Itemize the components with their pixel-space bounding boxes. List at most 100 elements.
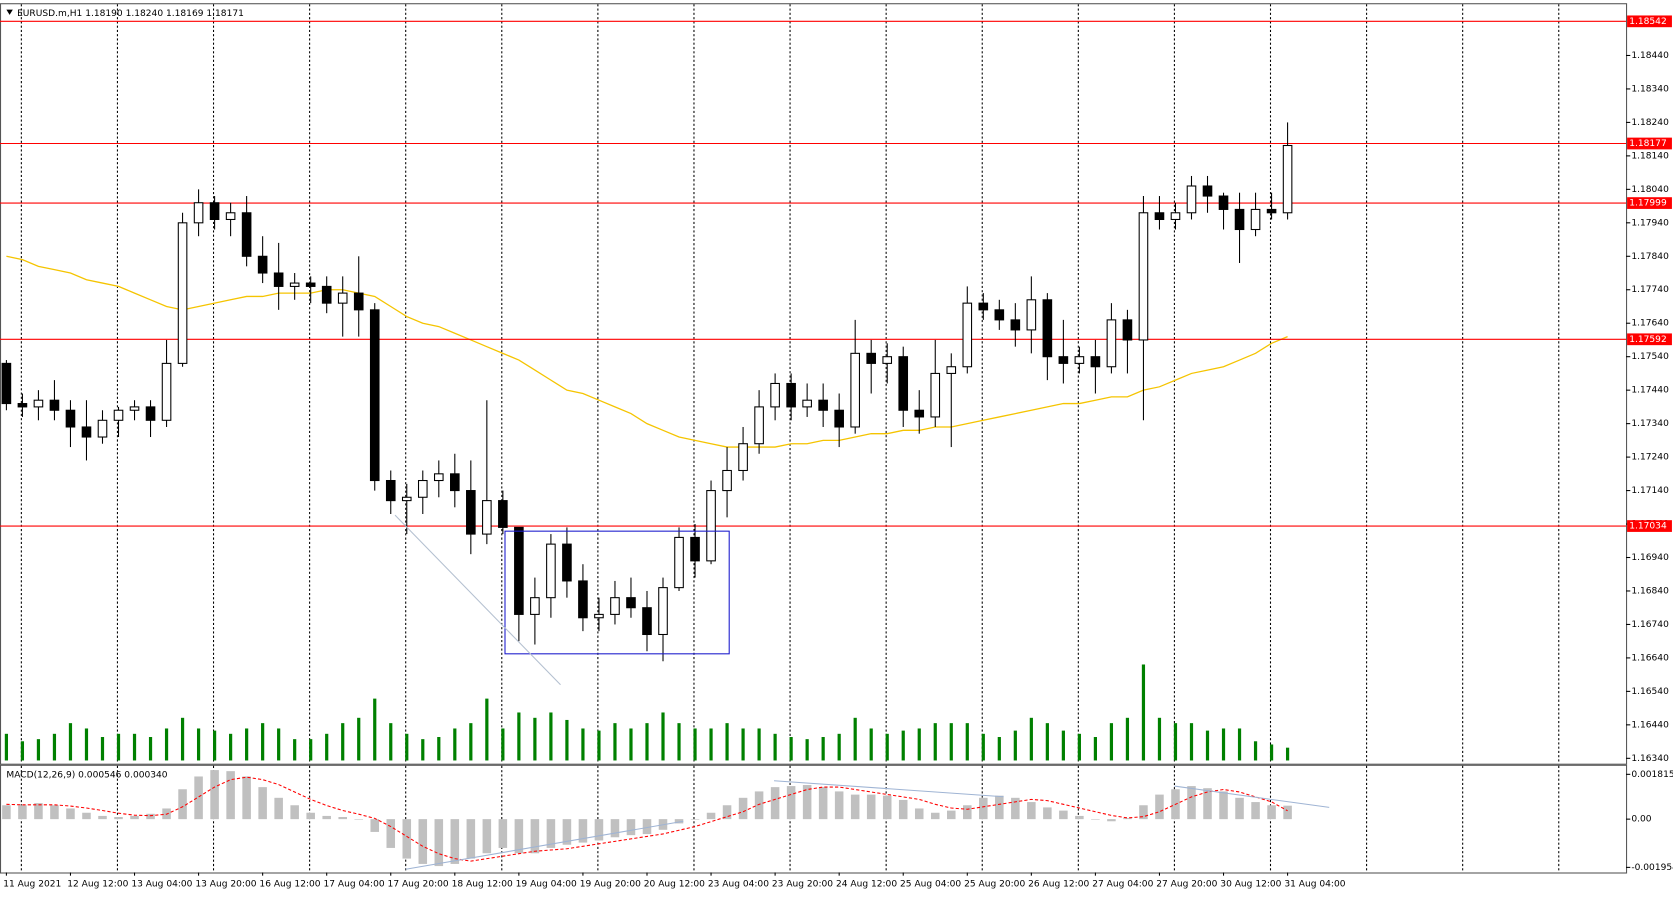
volume-bar <box>373 698 377 761</box>
candle-body <box>690 536 700 562</box>
macd-bar <box>995 795 1004 820</box>
candle-body <box>353 292 364 311</box>
volume-bar <box>741 728 745 761</box>
level-label: 1.17592 <box>1629 335 1667 345</box>
candle-body <box>417 479 428 498</box>
macd-bar <box>706 812 716 820</box>
level-label: 1.18177 <box>1629 139 1667 149</box>
macd-y-tick-label: -0.001954 <box>1631 863 1673 873</box>
candle-body <box>562 543 572 582</box>
menu-arrow[interactable] <box>6 9 13 15</box>
y-tick-label: 1.18140 <box>1631 151 1669 161</box>
volume-bar <box>1109 723 1114 761</box>
candle-body <box>305 282 316 287</box>
macd-bar <box>1059 810 1068 820</box>
volume-bar <box>309 739 313 761</box>
candle-body <box>1106 319 1117 368</box>
quote-close: 1.18171 <box>206 8 244 18</box>
level-label: 1.17999 <box>1629 199 1667 209</box>
volume-bar <box>229 733 233 761</box>
volume-bar <box>613 723 617 761</box>
volume-bar <box>933 723 937 761</box>
macd-bar <box>338 817 347 820</box>
macd-title: MACD(12,26,9) <box>6 770 75 780</box>
x-tick-label: 26 Aug 12:00 <box>1028 880 1089 890</box>
candle-body <box>706 490 716 562</box>
candle-body <box>1074 356 1085 364</box>
macd-bar <box>1011 797 1020 820</box>
candle-body <box>946 366 957 374</box>
macd-bar <box>914 808 924 820</box>
volume-bar <box>885 733 889 761</box>
volume-bar <box>597 730 601 761</box>
x-tick-label: 13 Aug 20:00 <box>195 880 256 890</box>
candle-body <box>1218 195 1229 210</box>
x-tick-label: 23 Aug 04:00 <box>708 880 769 890</box>
candle-body <box>337 292 348 304</box>
candle-body <box>1026 299 1037 331</box>
volume-bar <box>1205 730 1210 761</box>
macd-bar <box>1203 788 1212 820</box>
volume-bar <box>68 723 73 761</box>
macd-bar <box>530 819 540 854</box>
candle-body <box>97 419 108 438</box>
macd-bar <box>386 819 396 848</box>
macd-bar <box>402 819 412 859</box>
macd-bar <box>2 805 11 820</box>
y-tick-label: 1.17640 <box>1631 319 1669 329</box>
volume-bar <box>100 737 105 761</box>
volume-bar <box>1285 747 1290 761</box>
volume-bar <box>20 741 25 761</box>
volume-bar <box>1061 730 1065 761</box>
macd-bar <box>562 819 572 845</box>
volume-bar <box>4 733 9 761</box>
macd-bar <box>546 819 556 848</box>
volume-bar <box>1269 744 1274 761</box>
candle-body <box>466 490 476 535</box>
candle-body <box>1010 319 1021 331</box>
macd-bar <box>1155 794 1164 820</box>
macd-bar <box>818 787 828 820</box>
macd-bar <box>1043 807 1052 820</box>
macd-bar <box>194 776 203 820</box>
symbol: EURUSD.m,H1 <box>17 8 82 18</box>
candle-body <box>1186 185 1197 214</box>
macd-bar <box>242 776 251 820</box>
macd-bar <box>1283 805 1292 820</box>
candle-body <box>482 500 492 535</box>
signal-line <box>6 776 1288 862</box>
volume-bar <box>52 733 57 761</box>
volume-bar <box>837 733 841 761</box>
candle-body <box>81 426 92 438</box>
signal-value: 0.000340 <box>124 770 167 780</box>
macd-bar <box>274 797 283 820</box>
candle-body <box>257 255 268 274</box>
candle-body <box>129 406 140 411</box>
volume-bar <box>565 719 569 761</box>
candle-body <box>818 399 828 411</box>
volume-bar <box>1077 733 1081 761</box>
volume-bar <box>1221 728 1226 761</box>
candle-body <box>770 382 780 408</box>
candle-body <box>898 356 909 411</box>
x-tick-label: 13 Aug 04:00 <box>131 880 192 890</box>
x-tick-label: 31 Aug 04:00 <box>1284 880 1345 890</box>
volume-bar <box>661 712 665 761</box>
volume-bar <box>293 739 297 761</box>
y-tick-label: 1.18240 <box>1631 118 1669 128</box>
macd-bar <box>114 817 123 820</box>
volume-bar <box>1237 728 1242 761</box>
candle-body <box>578 580 588 619</box>
volume-bar <box>533 717 537 761</box>
candle-body <box>1 362 12 405</box>
candle-body <box>978 302 989 311</box>
macd-bar <box>1091 819 1100 820</box>
macd-bar <box>258 787 267 820</box>
macd-trend-line <box>774 780 1004 798</box>
candle-body <box>273 272 284 287</box>
macd-bar <box>1107 819 1116 822</box>
candle-body <box>193 202 204 224</box>
macd-bar <box>418 819 428 864</box>
y-tick-label: 1.17940 <box>1631 218 1669 228</box>
level-label-bg <box>1627 520 1672 532</box>
